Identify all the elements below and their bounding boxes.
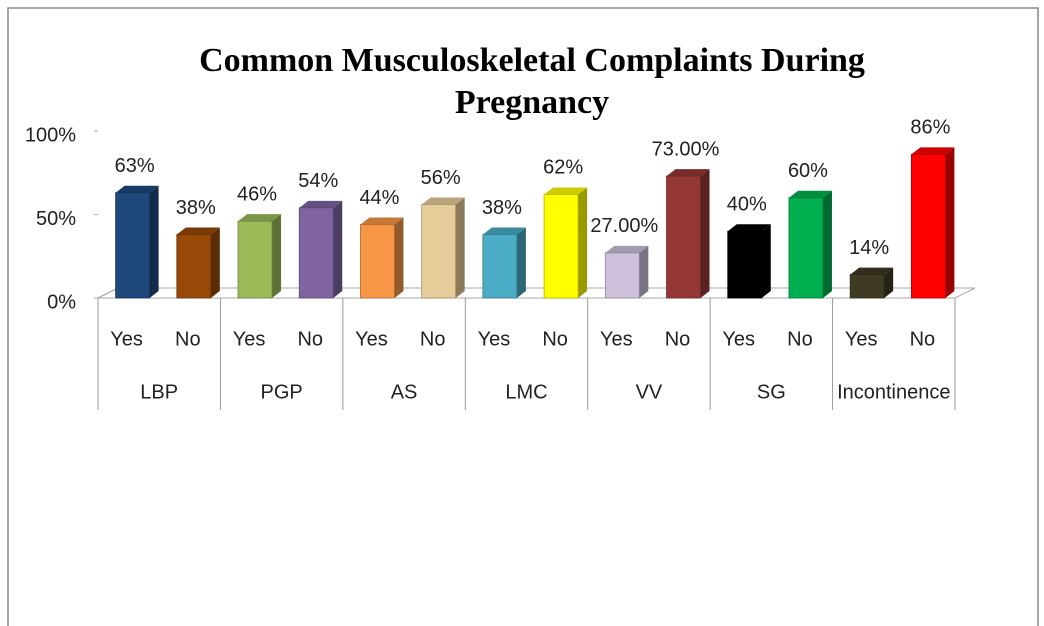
x-tick-label: Yes <box>233 328 266 350</box>
data-label: 38% <box>176 197 216 219</box>
group-label: LBP <box>140 381 178 403</box>
data-label: 27.00% <box>590 215 658 237</box>
data-label: 46% <box>237 183 277 205</box>
bar <box>298 207 334 299</box>
bar-side <box>210 227 220 298</box>
bar-top <box>788 190 832 198</box>
bar-top <box>299 200 343 208</box>
x-tick-label: No <box>910 328 936 350</box>
data-label: 38% <box>482 197 522 219</box>
chart-title: Common Musculoskeletal Complaints During… <box>199 42 865 121</box>
group-label: VV <box>636 381 663 403</box>
chart-frame <box>7 7 1039 626</box>
data-label: 44% <box>359 187 399 209</box>
bar-side <box>822 190 832 298</box>
data-label: 86% <box>910 117 950 139</box>
bar-top <box>115 185 159 193</box>
x-tick-label: Yes <box>600 328 633 350</box>
x-tick-label: No <box>787 328 813 350</box>
bar <box>482 234 518 299</box>
bar <box>910 153 946 299</box>
bar <box>360 224 395 299</box>
bar <box>849 274 885 299</box>
y-tick-label: 50% <box>36 208 76 230</box>
bar-side <box>945 147 955 298</box>
data-label: 14% <box>849 237 889 259</box>
bar <box>237 220 273 299</box>
bar-side <box>272 214 282 298</box>
group-label: PGP <box>261 381 303 403</box>
x-tick-label: No <box>297 328 323 350</box>
bar-side <box>333 200 343 298</box>
bar-side <box>578 187 588 298</box>
bar-top <box>360 217 404 225</box>
group-label: AS <box>391 381 418 403</box>
bar-side <box>884 267 894 298</box>
group-label: Incontinence <box>837 381 950 403</box>
x-tick-label: Yes <box>478 328 511 350</box>
bar <box>727 230 763 299</box>
x-tick-label: Yes <box>722 328 755 350</box>
bar-top <box>482 227 526 235</box>
x-tick-label: No <box>665 328 691 350</box>
bar-side <box>394 217 404 298</box>
x-tick-label: No <box>175 328 201 350</box>
data-label: 54% <box>298 170 338 192</box>
group-label: LMC <box>505 381 547 403</box>
bar <box>604 252 640 299</box>
y-axis <box>97 287 119 299</box>
bar <box>666 175 701 299</box>
data-label: 40% <box>727 193 767 215</box>
x-tick-label: Yes <box>110 328 143 350</box>
bar-side <box>455 197 465 298</box>
data-label: 62% <box>543 157 583 179</box>
x-tick-label: Yes <box>355 328 388 350</box>
bar-side <box>700 169 710 298</box>
x-tick-label: Yes <box>845 328 878 350</box>
floor <box>97 287 976 299</box>
bar <box>421 204 457 299</box>
bar-top <box>727 224 771 232</box>
data-label: 73.00% <box>652 138 720 160</box>
bar-top <box>544 187 588 195</box>
bar-side <box>516 227 526 298</box>
y-tick-label: 100% <box>25 124 76 146</box>
bar <box>176 234 212 299</box>
bar-side <box>639 245 649 298</box>
bar-top <box>176 227 220 235</box>
bar-top <box>238 214 282 222</box>
bar-top <box>421 197 465 205</box>
bar-top <box>911 147 955 155</box>
bar-top <box>850 267 894 275</box>
y-tick-label: 0% <box>47 291 76 313</box>
bar <box>788 197 824 299</box>
x-tick-label: No <box>420 328 446 350</box>
bar-top <box>666 169 710 177</box>
data-label: 60% <box>788 160 828 182</box>
bar-top <box>605 245 649 253</box>
data-label: 63% <box>115 155 155 177</box>
x-tick-label: No <box>542 328 568 350</box>
bar <box>115 192 151 299</box>
data-label: 56% <box>421 167 461 189</box>
bar-side <box>761 224 771 298</box>
bar <box>543 194 579 299</box>
bar-side <box>149 185 159 298</box>
group-label: SG <box>757 381 786 403</box>
